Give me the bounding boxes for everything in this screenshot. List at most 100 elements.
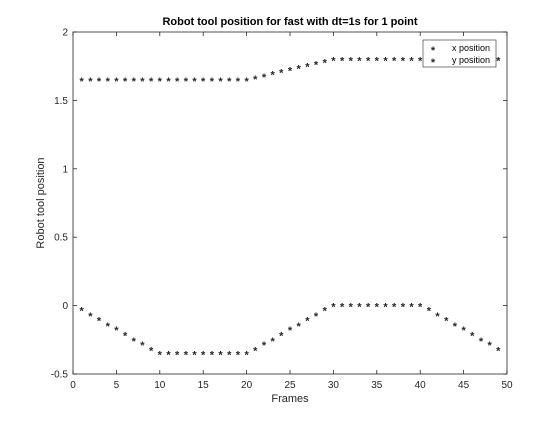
data-point-y-position: * — [331, 55, 336, 67]
data-point-x-position: * — [444, 315, 449, 327]
legend: * x position * y position — [422, 39, 497, 69]
x-tick-label: 30 — [328, 380, 340, 391]
data-point-x-position: * — [210, 349, 215, 361]
data-point-y-position: * — [149, 76, 154, 88]
data-point-y-position: * — [305, 62, 310, 74]
data-point-x-position: * — [392, 302, 397, 314]
x-tick-label: 10 — [154, 380, 166, 391]
data-point-x-position: * — [340, 302, 345, 314]
data-point-x-position: * — [409, 302, 414, 314]
data-point-y-position: * — [401, 55, 406, 67]
data-point-y-position: * — [366, 55, 371, 67]
data-point-y-position: * — [114, 76, 119, 88]
data-point-y-position: * — [140, 76, 145, 88]
data-point-x-position: * — [158, 349, 163, 361]
data-point-x-position: * — [270, 336, 275, 348]
data-point-x-position: * — [88, 311, 93, 323]
data-point-y-position: * — [210, 76, 215, 88]
data-point-x-position: * — [227, 349, 232, 361]
data-point-y-position: * — [375, 55, 380, 67]
data-point-x-position: * — [435, 311, 440, 323]
data-point-y-position: * — [349, 55, 354, 67]
data-point-x-position: * — [201, 349, 206, 361]
data-point-y-position: * — [357, 55, 362, 67]
data-point-y-position: * — [297, 64, 302, 76]
data-point-y-position: * — [244, 76, 249, 88]
data-point-x-position: * — [357, 302, 362, 314]
x-tick-label: 50 — [501, 380, 513, 391]
data-point-x-position: * — [132, 336, 137, 348]
data-point-x-position: * — [453, 321, 458, 333]
data-point-x-position: * — [305, 315, 310, 327]
data-point-x-position: * — [244, 349, 249, 361]
y-tick-label: 1 — [62, 164, 68, 175]
data-point-x-position: * — [470, 330, 475, 342]
plot-area — [72, 31, 508, 375]
data-point-y-position: * — [392, 55, 397, 67]
chart-title: Robot tool position for fast with dt=1s … — [162, 16, 417, 28]
data-point-x-position: * — [487, 340, 492, 352]
x-axis-label: Frames — [271, 393, 309, 405]
data-point-y-position: * — [184, 76, 189, 88]
data-point-x-position: * — [314, 311, 319, 323]
data-point-y-position: * — [166, 76, 171, 88]
y-axis-label: Robot tool position — [35, 157, 47, 248]
legend-label-y-position: y position — [452, 55, 490, 65]
data-point-y-position: * — [418, 55, 423, 67]
data-point-y-position: * — [97, 76, 102, 88]
data-point-y-position: * — [88, 76, 93, 88]
data-point-x-position: * — [366, 302, 371, 314]
data-point-x-position: * — [253, 345, 258, 357]
y-tick-label: 0.5 — [54, 233, 68, 244]
data-point-x-position: * — [218, 349, 223, 361]
x-tick-label: 0 — [70, 380, 76, 391]
y-tick-label: 0 — [62, 301, 68, 312]
data-point-x-position: * — [140, 340, 145, 352]
legend-box — [422, 39, 497, 68]
data-point-y-position: * — [270, 70, 275, 82]
x-tick-label: 25 — [284, 380, 296, 391]
data-point-x-position: * — [192, 349, 197, 361]
data-point-x-position: * — [279, 330, 284, 342]
x-tick-label: 45 — [458, 380, 470, 391]
data-point-y-position: * — [383, 55, 388, 67]
data-point-y-position: * — [158, 76, 163, 88]
data-point-x-position: * — [496, 345, 501, 357]
data-point-y-position: * — [132, 76, 137, 88]
data-point-y-position: * — [340, 55, 345, 67]
data-point-x-position: * — [288, 325, 293, 337]
legend-marker-y-position: * — [431, 57, 436, 69]
data-point-x-position: * — [114, 325, 119, 337]
x-tick-label: 40 — [415, 380, 427, 391]
data-point-y-position: * — [409, 55, 414, 67]
legend-label-x-position: x position — [452, 43, 490, 53]
data-point-y-position: * — [279, 68, 284, 80]
data-point-y-position: * — [253, 74, 258, 86]
data-point-x-position: * — [262, 340, 267, 352]
y-tick-label: 1.5 — [54, 96, 68, 107]
data-point-x-position: * — [418, 302, 423, 314]
data-point-x-position: * — [236, 349, 241, 361]
data-point-x-position: * — [149, 345, 154, 357]
data-point-y-position: * — [80, 76, 85, 88]
data-point-x-position: * — [323, 306, 328, 318]
y-tick-label: -0.5 — [51, 370, 69, 381]
data-point-y-position: * — [218, 76, 223, 88]
data-point-x-position: * — [297, 321, 302, 333]
y-tick-label: 2 — [62, 28, 68, 39]
data-point-x-position: * — [479, 336, 484, 348]
data-point-y-position: * — [192, 76, 197, 88]
data-point-y-position: * — [314, 59, 319, 71]
data-point-y-position: * — [262, 72, 267, 84]
x-tick-label: 5 — [114, 380, 120, 391]
ticks-layer: 0 5 10 15 20 25 30 35 40 45 50-0.500.511.52 — [51, 28, 513, 392]
data-point-y-position: * — [175, 76, 180, 88]
data-point-y-position: * — [323, 57, 328, 69]
data-point-x-position: * — [383, 302, 388, 314]
data-point-x-position: * — [461, 325, 466, 337]
data-point-x-position: * — [106, 321, 111, 333]
data-point-x-position: * — [401, 302, 406, 314]
data-point-y-position: * — [106, 76, 111, 88]
